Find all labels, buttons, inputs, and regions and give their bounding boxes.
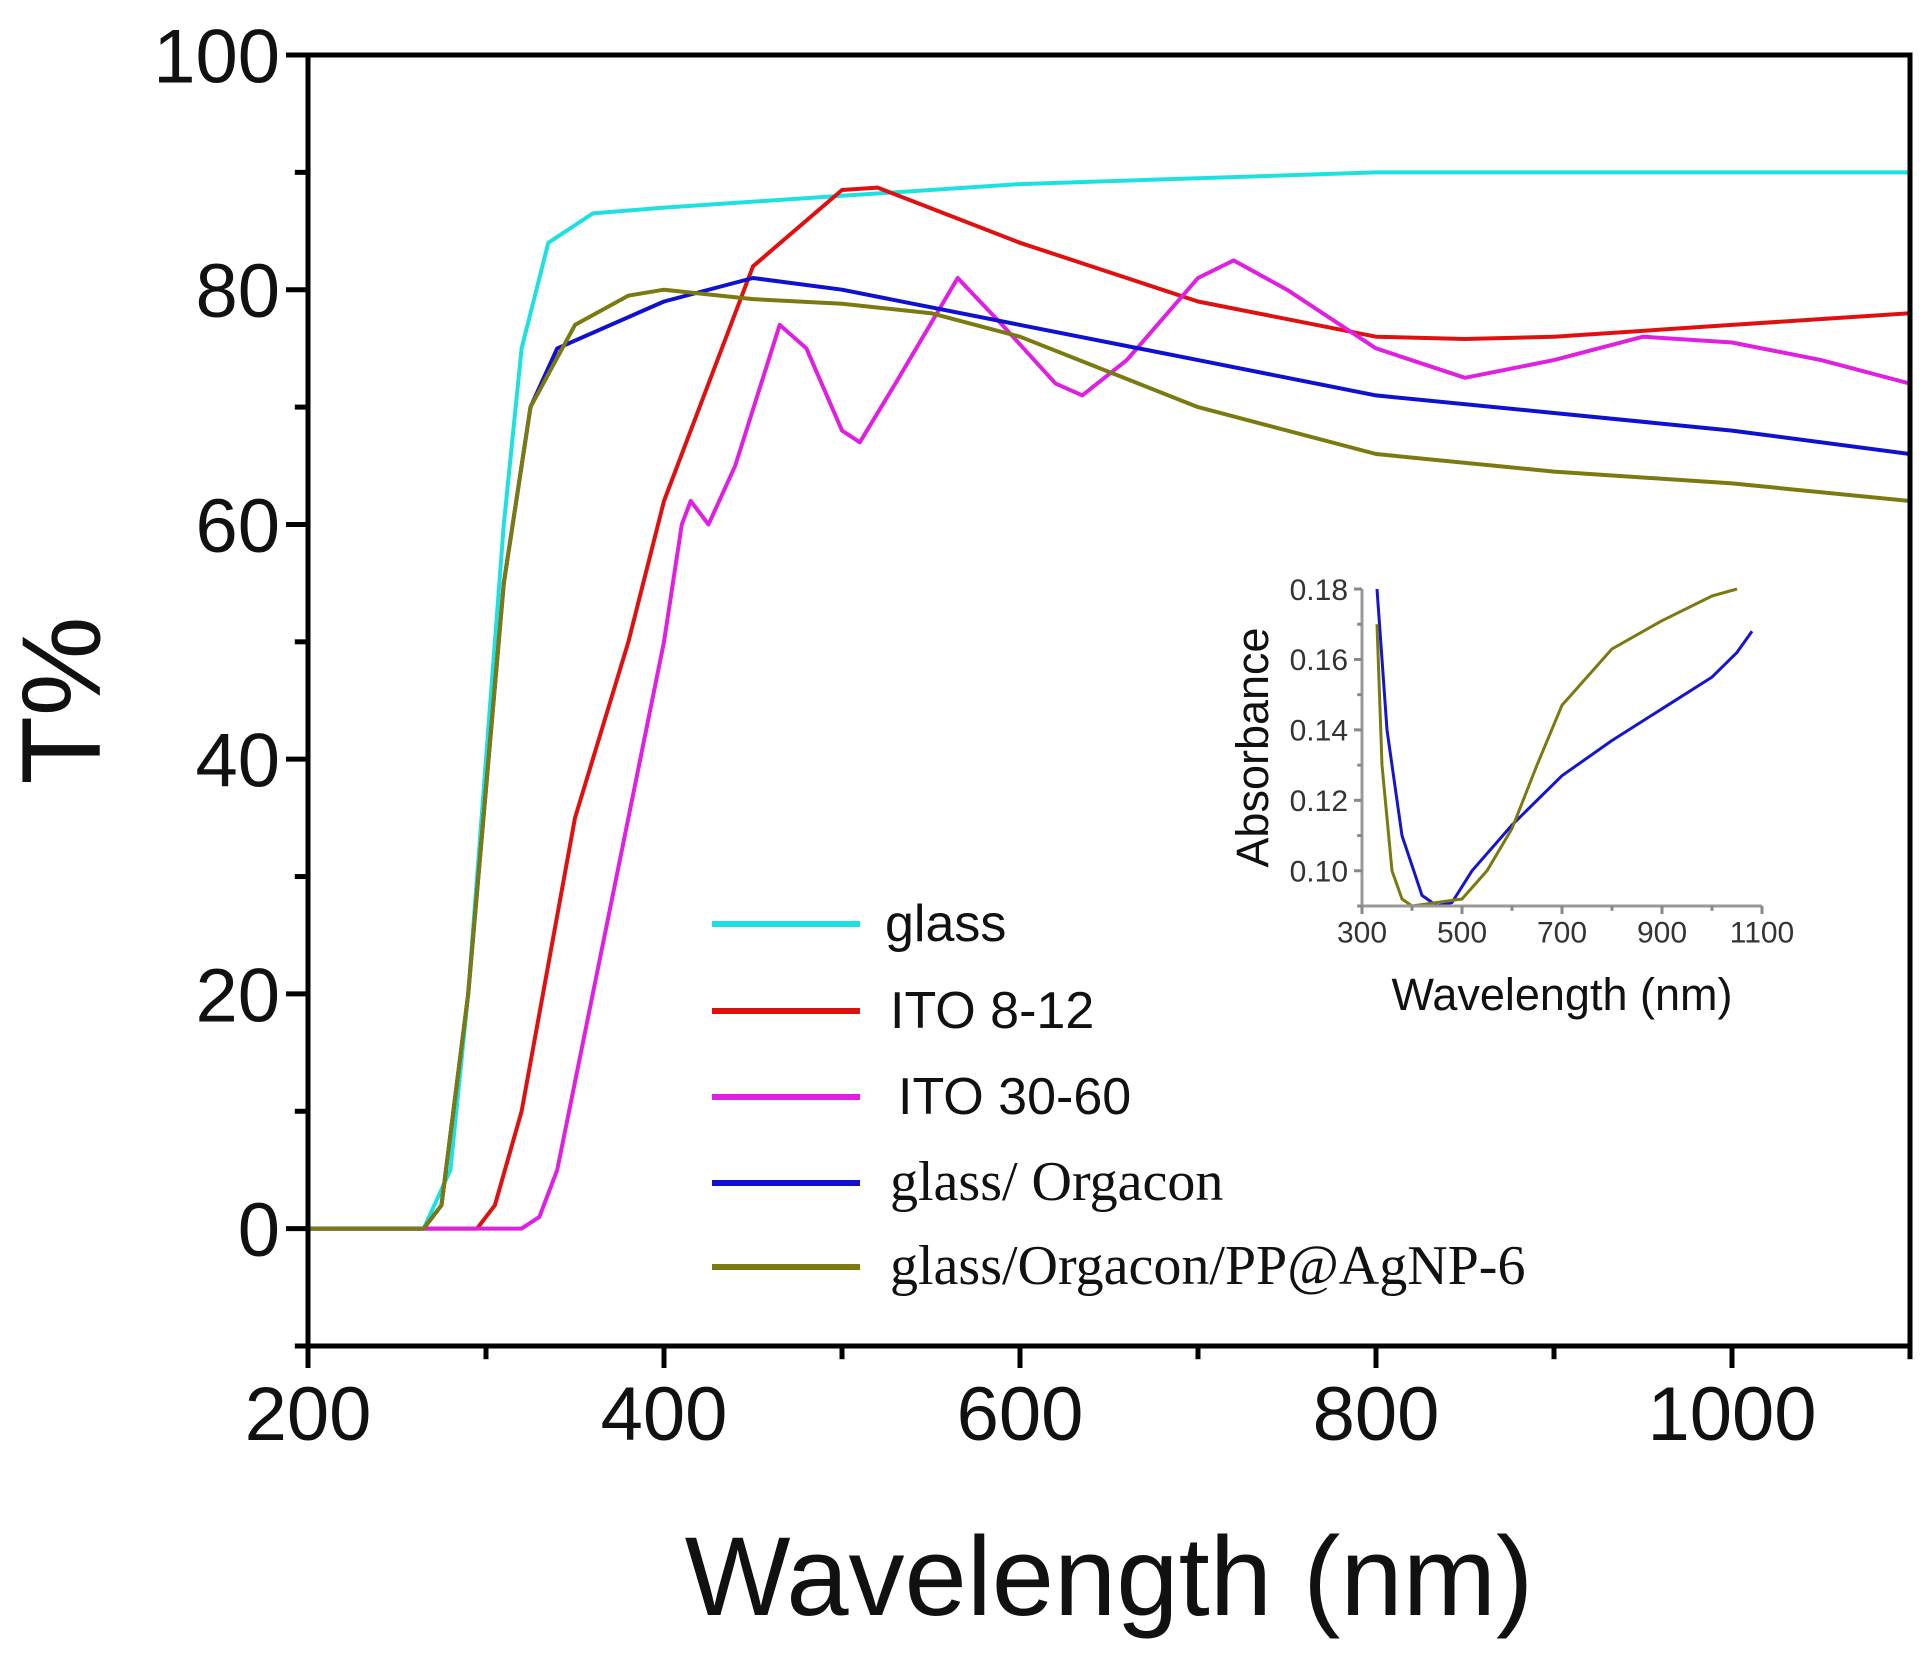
legend-item: ITO 30-60	[712, 1068, 1131, 1126]
legend: glass ITO 8-12 ITO 30-60 glass/ Orgacon glas…	[712, 895, 1525, 1297]
x-tick-label: 600	[957, 1372, 1084, 1457]
x-axis-title: Wavelength (nm)	[685, 1514, 1534, 1639]
series-line-ito-8-12	[308, 185, 1911, 1231]
plot-frame	[305, 52, 1913, 1349]
series-line-1	[1375, 587, 1738, 908]
y-tick-label: 20	[195, 953, 280, 1038]
legend-item: ITO 8-12	[712, 982, 1094, 1040]
legend-item: glass/Orgacon/PP@AgNP-6	[712, 1235, 1525, 1297]
x-axis-title: Wavelength (nm)	[1392, 969, 1733, 1020]
x-tick-label: 200	[245, 1372, 372, 1457]
x-tick-label: 400	[601, 1372, 728, 1457]
x-tick-label: 800	[1313, 1372, 1440, 1457]
y-tick-label: 100	[153, 14, 280, 99]
y-axis-title: Absorbance	[1227, 627, 1278, 867]
legend-label: glass/Orgacon/PP@AgNP-6	[890, 1235, 1525, 1297]
y-tick-label: 0.10	[1290, 856, 1348, 889]
x-tick-label: 1000	[1647, 1372, 1816, 1457]
legend-label: ITO 8-12	[890, 982, 1094, 1040]
x-tick-label: 300	[1337, 917, 1387, 950]
series-line-0	[1375, 588, 1754, 908]
y-tick-label: 40	[195, 719, 280, 804]
legend-item: glass/ Orgacon	[712, 1151, 1223, 1213]
legend-item: glass	[712, 895, 1006, 953]
y-tick-label: 0.14	[1290, 715, 1348, 748]
legend-label: glass/ Orgacon	[890, 1151, 1223, 1213]
series-line-glass	[308, 170, 1910, 1231]
y-tick-label: 80	[195, 249, 280, 334]
y-tick-label: 0.12	[1290, 785, 1348, 818]
x-tick-label: 1100	[1730, 917, 1795, 950]
series-line-ito-30-60	[308, 258, 1911, 1231]
x-tick-label: 700	[1537, 917, 1587, 950]
legend-label: ITO 30-60	[898, 1068, 1131, 1126]
y-tick-label: 0.16	[1290, 644, 1348, 677]
y-tick-label: 0	[238, 1188, 280, 1273]
y-tick-label: 60	[195, 484, 280, 569]
series-line-glass-orgacon-pp-agnp-6	[308, 287, 1911, 1231]
x-tick-label: 500	[1437, 917, 1487, 950]
x-tick-label: 900	[1637, 917, 1687, 950]
y-axis-title: T%	[0, 617, 124, 785]
y-tick-label: 0.18	[1290, 574, 1348, 607]
legend-label: glass	[885, 895, 1006, 953]
